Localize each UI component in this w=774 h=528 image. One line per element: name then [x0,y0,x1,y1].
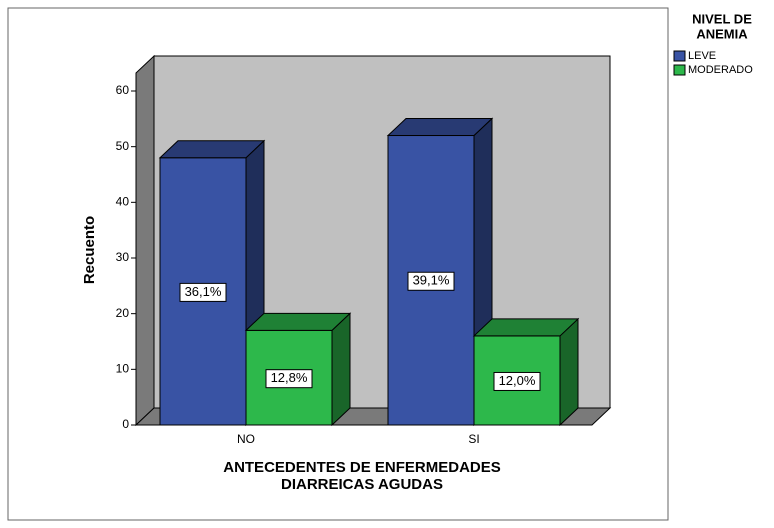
bar-top [386,118,494,137]
legend-label: MODERADO [688,64,753,76]
data-label-box [265,369,313,389]
y-tick-label: 30 [116,250,130,264]
legend-title: NIVEL DE [692,11,752,26]
legend-label: LEVE [688,50,716,62]
legend-swatch [673,64,686,76]
data-label: 12,0% [499,373,536,388]
data-label-box [407,271,455,291]
bar-top [158,140,266,159]
x-axis-title: DIARREICAS AGUDAS [281,476,443,493]
y-tick-label: 50 [116,139,130,153]
y-tick-label: 40 [116,195,130,209]
data-label: 36,1% [185,284,222,299]
data-label: 12,8% [271,370,308,385]
data-label: 39,1% [413,273,450,288]
x-axis-title: ANTECEDENTES DE ENFERMEDADES [223,459,501,476]
y-tick-label: 10 [116,362,130,376]
y-tick-label: 20 [116,306,130,320]
data-label-box [179,282,227,302]
side-wall [135,54,155,427]
bar-top [472,318,580,337]
data-label-box [493,371,541,391]
y-tick-label: 60 [116,83,130,97]
legend-title: ANEMIA [696,26,748,41]
bar-top [244,312,352,331]
legend-swatch [673,50,686,62]
y-tick-label: 0 [122,417,129,431]
bar-side [331,312,351,427]
x-tick-label: SI [468,432,479,446]
bar-side [559,317,579,427]
y-axis-title: Recuento [81,216,98,284]
x-tick-label: NO [237,432,255,446]
